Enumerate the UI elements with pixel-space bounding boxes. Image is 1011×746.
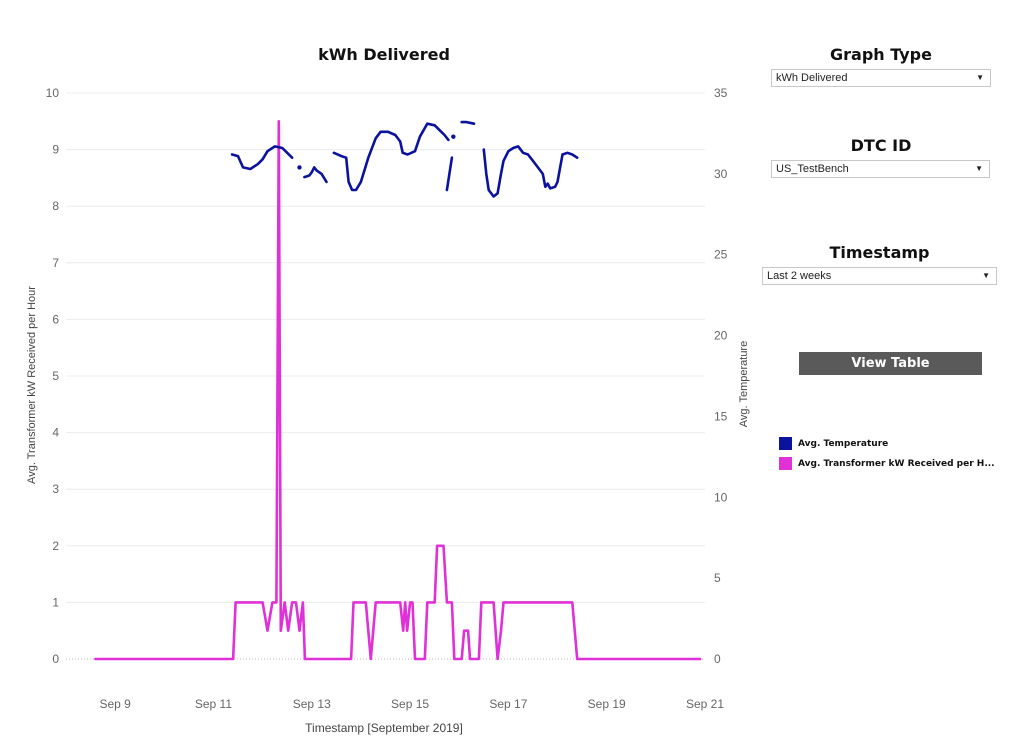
x-axis-label: Timestamp [September 2019] [305,721,463,735]
y-right-tick-label: 10 [714,490,728,504]
graph-type-dropdown[interactable]: kWh Delivered ▼ [771,69,991,87]
y-left-tick-label: 7 [52,256,59,270]
y-right-tick-label: 30 [714,167,728,181]
legend-swatch-temperature [779,437,792,450]
x-tick-label: Sep 19 [588,697,626,711]
series-line-temperature-point [451,134,456,139]
y-left-tick-label: 6 [52,312,59,326]
y-left-tick-label: 4 [52,426,59,440]
x-tick-label: Sep 17 [489,697,527,711]
series-line-temperature-point [297,165,302,170]
legend-item-temperature[interactable]: Avg. Temperature [779,437,888,451]
dtc-id-dropdown[interactable]: US_TestBench ▼ [771,160,990,178]
legend-item-transformer-kw[interactable]: Avg. Transformer kW Received per H... [779,457,995,471]
series-line-temperature [230,145,294,171]
legend-label-temperature: Avg. Temperature [798,439,889,449]
dtc-id-title: DTC ID [850,136,912,155]
timestamp-title: Timestamp [829,243,930,262]
series-line-temperature [482,145,579,198]
y-right-axis-label: Avg. Temperature [738,341,750,427]
graph-type-title: Graph Type [830,45,932,64]
x-tick-label: Sep 11 [195,697,232,711]
chart-title: kWh Delivered [318,45,450,64]
graph-type-value: kWh Delivered [776,72,848,84]
legend-label-transformer-kw: Avg. Transformer kW Received per H... [798,459,995,469]
y-right-tick-label: 5 [714,571,721,585]
y-right-tick-label: 20 [714,329,728,343]
series-line-temperature [303,166,328,184]
y-left-tick-label: 5 [52,369,59,383]
series-line-transformer-kw [94,120,702,661]
y-left-tick-label: 0 [52,652,59,666]
legend-swatch-transformer-kw [779,457,792,470]
y-left-tick-label: 3 [52,482,59,496]
timestamp-dropdown[interactable]: Last 2 weeks ▼ [762,267,997,285]
y-right-tick-label: 15 [714,409,728,423]
chevron-down-icon: ▼ [976,73,984,82]
y-right-tick-label: 0 [714,652,721,666]
x-tick-label: Sep 13 [293,697,331,711]
y-left-axis-label: Avg. Transformer kW Received per Hour [26,286,38,484]
y-right-tick-label: 25 [714,248,728,262]
view-table-button[interactable]: View Table [799,352,982,375]
series-line-temperature [460,120,476,125]
chevron-down-icon: ▼ [982,271,990,280]
x-tick-label: Sep 15 [391,697,429,711]
timestamp-value: Last 2 weeks [767,270,832,282]
dtc-id-value: US_TestBench [776,163,849,175]
y-right-tick-label: 35 [714,86,728,100]
x-tick-label: Sep 9 [99,697,131,711]
chevron-down-icon: ▼ [975,164,983,173]
series-line-temperature [332,122,450,192]
y-left-tick-label: 9 [52,143,59,157]
y-left-tick-label: 2 [52,539,59,553]
y-left-tick-label: 10 [46,86,60,100]
series-line-temperature [445,156,454,192]
y-left-tick-label: 8 [52,199,59,213]
x-tick-label: Sep 21 [686,697,724,711]
y-left-tick-label: 1 [52,595,59,609]
